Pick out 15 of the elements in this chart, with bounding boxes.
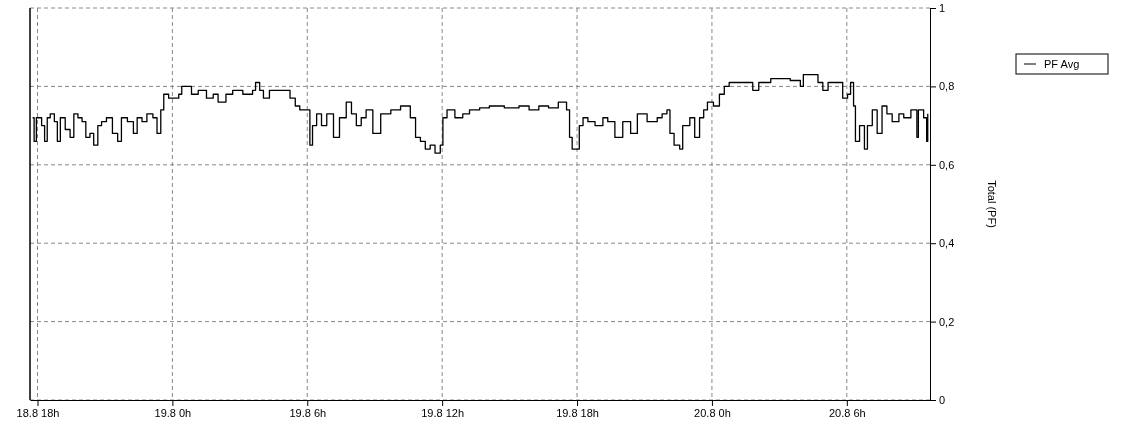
y-tick-label: 0,2 [939,315,955,328]
x-tick-label: 19.8 6h [289,406,327,419]
x-tick-label: 19.8 0h [154,406,192,419]
x-tick-label: 19.8 18h [556,406,599,419]
y-tick-label: 1 [939,2,946,15]
y-tick-label: 0 [939,394,946,407]
legend-label: PF Avg [1044,58,1080,70]
x-tick-label: 20.8 0h [694,406,731,419]
y-tick-label: 0,8 [939,80,955,93]
x-tick-label: 20.8 6h [828,406,866,419]
x-tick-label: 18.8 18h [16,406,60,419]
y-tick-label: 0,6 [939,158,955,171]
y-axis-title: Total (PF) [986,180,998,228]
x-tick-label: 19.8 12h [421,406,465,419]
y-tick-label: 0,4 [939,237,955,250]
